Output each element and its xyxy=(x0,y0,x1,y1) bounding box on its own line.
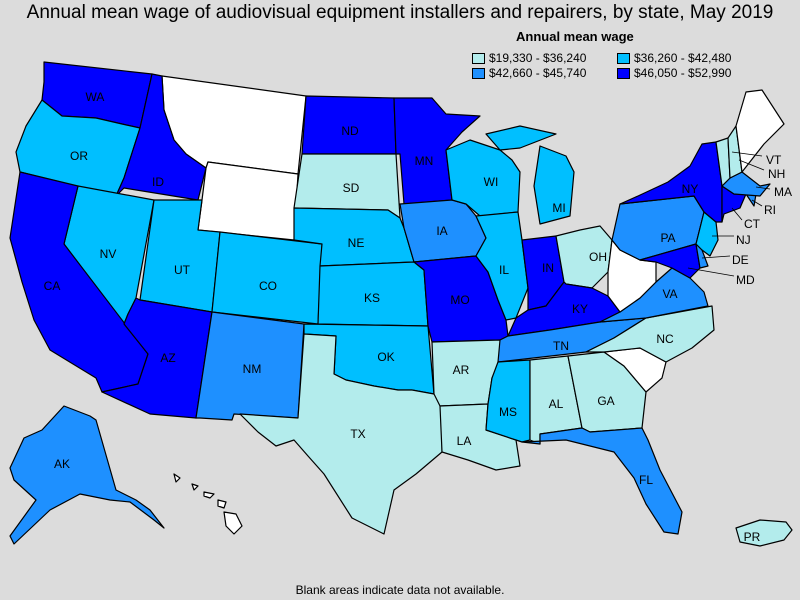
state-label-ma: MA xyxy=(774,185,792,199)
state-label-ut: UT xyxy=(174,263,191,277)
leader-line-ct xyxy=(731,207,743,221)
state-label-ny: NY xyxy=(682,182,699,196)
state-label-ia: IA xyxy=(436,224,447,238)
state-id xyxy=(115,73,207,201)
legend-swatch-bin-4 xyxy=(617,67,630,79)
state-label-id: ID xyxy=(152,175,164,189)
state-label-pr: PR xyxy=(744,530,761,544)
state-label-wi: WI xyxy=(484,175,499,189)
leader-line-de xyxy=(701,255,731,259)
state-label-oh: OH xyxy=(589,250,607,264)
state-label-tx: TX xyxy=(350,427,365,441)
state-label-or: OR xyxy=(70,149,88,163)
state-label-fl: FL xyxy=(639,473,653,487)
state-il xyxy=(475,211,529,321)
state-label-de: DE xyxy=(732,253,749,267)
leader-line-ri xyxy=(751,199,763,207)
state-pr xyxy=(735,519,793,547)
map-title: Annual mean wage of audiovisual equipmen… xyxy=(26,2,774,23)
state-wi xyxy=(445,139,521,217)
legend-swatch-bin-1 xyxy=(472,52,485,64)
state-label-mi: MI xyxy=(552,201,565,215)
state-label-nd: ND xyxy=(341,124,359,138)
state-label-vt: VT xyxy=(766,153,782,167)
state-mi xyxy=(485,125,575,225)
state-label-ms: MS xyxy=(499,405,517,419)
state-label-in: IN xyxy=(542,261,554,275)
state-label-nc: NC xyxy=(656,332,674,346)
state-label-mn: MN xyxy=(415,154,434,168)
state-label-co: CO xyxy=(259,279,277,293)
state-label-il: IL xyxy=(499,263,509,277)
state-label-wa: WA xyxy=(86,90,105,104)
state-ca xyxy=(9,171,149,393)
state-label-pa: PA xyxy=(660,231,675,245)
state-nc xyxy=(585,305,715,363)
state-label-nv: NV xyxy=(100,247,117,261)
legend-swatch-bin-3 xyxy=(472,67,485,79)
state-label-mo: MO xyxy=(450,293,469,307)
state-label-ct: CT xyxy=(744,217,761,231)
state-label-ar: AR xyxy=(453,363,470,377)
state-label-ga: GA xyxy=(597,394,614,408)
leader-line-md xyxy=(687,267,735,277)
state-label-ks: KS xyxy=(364,291,380,305)
state-label-nm: NM xyxy=(243,362,262,376)
legend-swatch-bin-2 xyxy=(617,52,630,64)
state-ak xyxy=(9,405,165,545)
legend-item-bin-1: $19,330 - $36,240 xyxy=(472,51,586,65)
state-label-ky: KY xyxy=(572,302,588,316)
state-fl xyxy=(521,427,683,535)
legend-label-bin-3: $42,660 - $45,740 xyxy=(489,66,587,80)
leader-line-ma xyxy=(755,186,771,190)
state-label-va: VA xyxy=(662,287,677,301)
footnote: Blank areas indicate data not available. xyxy=(295,583,505,597)
state-wy xyxy=(197,161,299,241)
legend-item-bin-4: $46,050 - $52,990 xyxy=(617,66,731,80)
state-label-la: LA xyxy=(457,434,472,448)
legend-item-bin-3: $42,660 - $45,740 xyxy=(472,66,586,80)
state-label-ne: NE xyxy=(348,236,365,250)
state-label-nj: NJ xyxy=(736,233,751,247)
state-tx xyxy=(239,333,443,535)
state-label-sd: SD xyxy=(343,181,360,195)
state-label-md: MD xyxy=(736,273,755,287)
leader-line-vt xyxy=(731,151,763,157)
state-me xyxy=(735,89,785,173)
state-label-ri: RI xyxy=(764,203,776,217)
legend-title: Annual mean wage xyxy=(516,29,634,44)
state-hi xyxy=(173,473,243,535)
leader-line-nh xyxy=(738,159,765,171)
legend-item-bin-2: $36,260 - $42,480 xyxy=(617,51,731,65)
legend-label-bin-2: $36,260 - $42,480 xyxy=(634,51,732,65)
state-label-ok: OK xyxy=(377,350,394,364)
state-label-ak: AK xyxy=(54,457,70,471)
state-co xyxy=(211,231,323,325)
state-label-az: AZ xyxy=(160,351,175,365)
state-label-tn: TN xyxy=(553,339,569,353)
legend-label-bin-1: $19,330 - $36,240 xyxy=(489,51,587,65)
state-label-ca: CA xyxy=(44,279,61,293)
state-label-nh: NH xyxy=(768,167,785,181)
legend-label-bin-4: $46,050 - $52,990 xyxy=(634,66,732,80)
state-label-al: AL xyxy=(549,397,564,411)
